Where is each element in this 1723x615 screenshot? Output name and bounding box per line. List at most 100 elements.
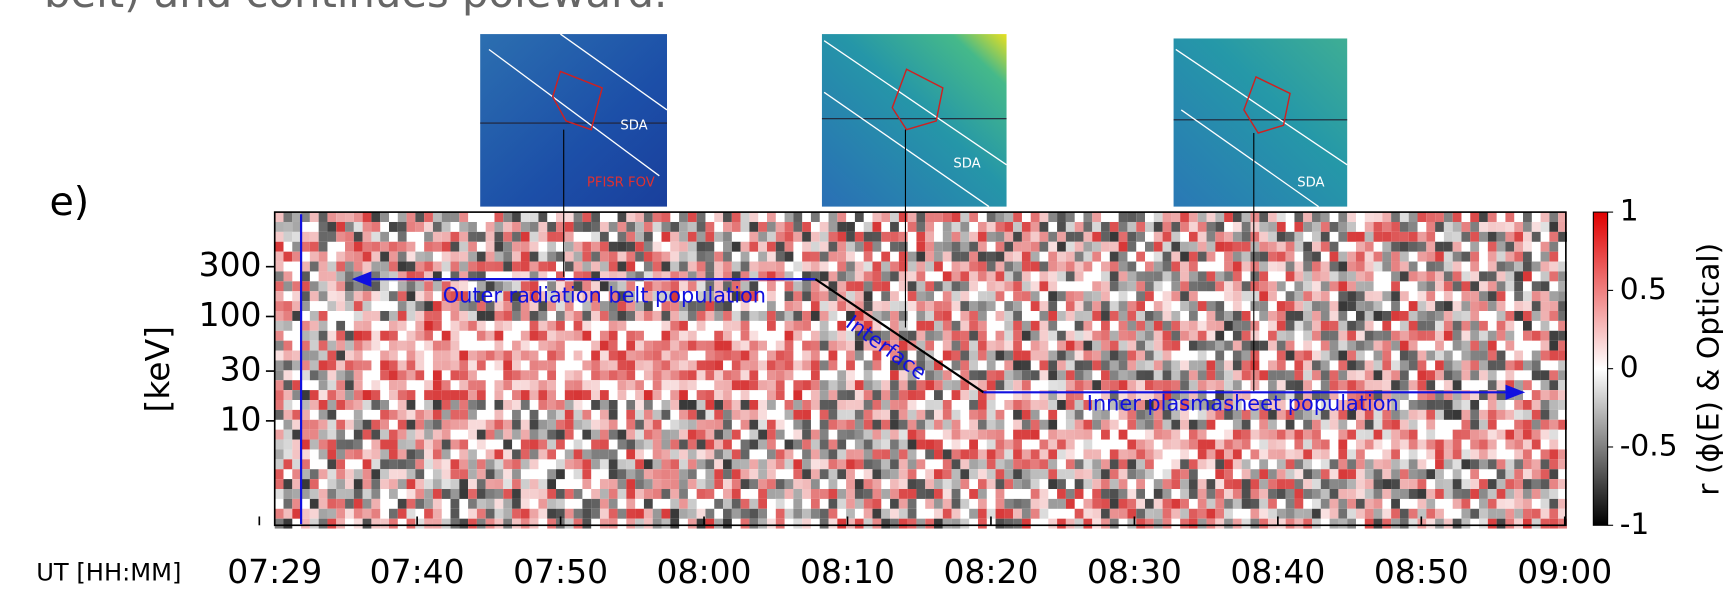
heatmap-cell: [503, 232, 512, 242]
heatmap-cell: [1180, 301, 1189, 311]
heatmap-cell: [618, 509, 627, 519]
heatmap-cell: [1242, 351, 1251, 361]
heatmap-cell: [662, 370, 671, 380]
heatmap-cell: [1330, 301, 1339, 311]
heatmap-cell: [960, 341, 969, 351]
heatmap-cell: [943, 222, 952, 232]
heatmap-cell: [1277, 341, 1286, 351]
heatmap-cell: [1215, 311, 1224, 321]
heatmap-cell: [1338, 212, 1347, 222]
heatmap-cell: [776, 262, 785, 272]
heatmap-cell: [1092, 351, 1101, 361]
heatmap-cell: [354, 262, 363, 272]
heatmap-cell: [978, 509, 987, 519]
x-tick-label: 07:29: [227, 552, 322, 591]
heatmap-cell: [899, 232, 908, 242]
heatmap-cell: [1505, 311, 1514, 321]
heatmap-cell: [292, 301, 301, 311]
heatmap-cell: [530, 351, 539, 361]
heatmap-cell: [1119, 281, 1128, 291]
heatmap-cell: [301, 400, 310, 410]
heatmap-cell: [275, 212, 284, 222]
heatmap-cell: [389, 321, 398, 331]
heatmap-cell: [890, 262, 899, 272]
heatmap-cell: [1057, 271, 1066, 281]
heatmap-cell: [1461, 459, 1470, 469]
heatmap-cell: [1277, 222, 1286, 232]
heatmap-cell: [1119, 232, 1128, 242]
heatmap-cell: [380, 281, 389, 291]
heatmap-cell: [996, 519, 1005, 529]
heatmap-cell: [582, 390, 591, 400]
heatmap-cell: [635, 420, 644, 430]
heatmap-cell: [1119, 262, 1128, 272]
heatmap-cell: [1242, 262, 1251, 272]
heatmap-cell: [521, 519, 530, 529]
heatmap-cell: [1321, 459, 1330, 469]
heatmap-cell: [468, 321, 477, 331]
heatmap-cell: [1382, 370, 1391, 380]
heatmap-cell: [451, 420, 460, 430]
heatmap-cell: [459, 252, 468, 262]
heatmap-cell: [644, 430, 653, 440]
heatmap-cell: [890, 311, 899, 321]
heatmap-cell: [626, 499, 635, 509]
heatmap-cell: [1145, 351, 1154, 361]
heatmap-cell: [574, 351, 583, 361]
heatmap-cell: [1075, 430, 1084, 440]
heatmap-cell: [899, 479, 908, 489]
heatmap-cell: [433, 390, 442, 400]
heatmap-cell: [943, 321, 952, 331]
heatmap-cell: [802, 440, 811, 450]
heatmap-cell: [1497, 281, 1506, 291]
heatmap-cell: [433, 459, 442, 469]
heatmap-cell: [275, 479, 284, 489]
heatmap-cell: [1479, 410, 1488, 420]
heatmap-cell: [881, 400, 890, 410]
heatmap-cell: [451, 479, 460, 489]
heatmap-cell: [705, 222, 714, 232]
heatmap-cell: [1101, 262, 1110, 272]
heatmap-cell: [591, 370, 600, 380]
heatmap-cell: [1400, 232, 1409, 242]
heatmap-cell: [609, 449, 618, 459]
heatmap-cell: [670, 351, 679, 361]
heatmap-cell: [829, 301, 838, 311]
heatmap-cell: [785, 222, 794, 232]
heatmap-cell: [1057, 331, 1066, 341]
heatmap-cell: [1338, 262, 1347, 272]
heatmap-cell: [934, 262, 943, 272]
heatmap-cell: [1523, 291, 1532, 301]
heatmap-cell: [1330, 469, 1339, 479]
heatmap-cell: [793, 321, 802, 331]
heatmap-cell: [327, 469, 336, 479]
heatmap-cell: [363, 242, 372, 252]
heatmap-cell: [1207, 499, 1216, 509]
heatmap-cell: [1022, 242, 1031, 252]
heatmap-cell: [336, 509, 345, 519]
heatmap-cell: [802, 400, 811, 410]
heatmap-cell: [767, 449, 776, 459]
heatmap-cell: [424, 410, 433, 420]
heatmap-cell: [996, 499, 1005, 509]
heatmap-cell: [512, 400, 521, 410]
heatmap-cell: [705, 370, 714, 380]
heatmap-cell: [767, 360, 776, 370]
heatmap-cell: [1145, 242, 1154, 252]
colorbar-tick-label: 0: [1620, 349, 1639, 384]
heatmap-cell: [1259, 420, 1268, 430]
heatmap-cell: [653, 519, 662, 529]
heatmap-cell: [574, 370, 583, 380]
heatmap-cell: [1233, 360, 1242, 370]
heatmap-cell: [978, 459, 987, 469]
heatmap-cell: [732, 410, 741, 420]
heatmap-cell: [644, 459, 653, 469]
heatmap-cell: [1541, 222, 1550, 232]
heatmap-cell: [319, 262, 328, 272]
heatmap-cell: [925, 370, 934, 380]
heatmap-cell: [749, 311, 758, 321]
heatmap-cell: [1119, 430, 1128, 440]
heatmap-cell: [530, 370, 539, 380]
heatmap-cell: [793, 469, 802, 479]
heatmap-cell: [424, 489, 433, 499]
